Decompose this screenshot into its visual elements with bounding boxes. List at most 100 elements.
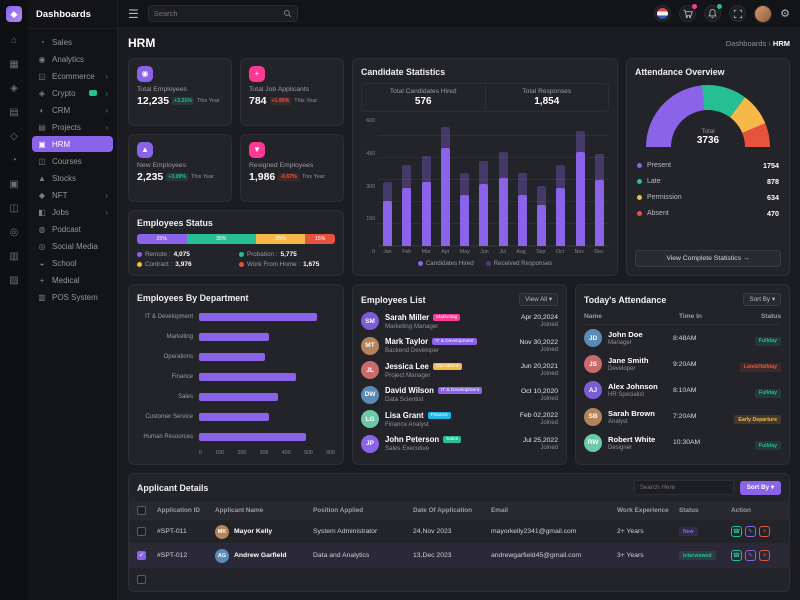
department-tag: IT & Development [437, 387, 483, 395]
call-icon[interactable]: ☎ [731, 550, 742, 561]
attendance-role: HR Specialist [608, 392, 645, 399]
sidebar-item-crypto[interactable]: ◈ Crypto › [32, 85, 113, 101]
sidebar-item-sales[interactable]: ◔ Sales [32, 34, 113, 50]
sidebar-item-label: POS System [52, 292, 98, 302]
sidebar-item-crm[interactable]: ◐ CRM › [32, 102, 113, 118]
legend-dot [637, 210, 642, 216]
search-icon [283, 10, 291, 18]
rail-icon-pages[interactable]: ▤ [9, 107, 19, 118]
avatar: SM [361, 312, 379, 331]
sidebar-item-nft[interactable]: ◆ NFT › [32, 187, 113, 203]
bell-icon[interactable] [704, 4, 723, 22]
legend-label: Probation : [247, 251, 278, 258]
row-checkbox[interactable]: ✓ [137, 527, 146, 536]
settings-gear-icon[interactable]: ⚙ [780, 8, 790, 20]
stat-card-period: This Year [191, 174, 214, 180]
candidate-statistics-card: Candidate Statistics Total Candidates Hi… [352, 58, 618, 276]
candidate-y-axis: 600 450 300 150 0 [366, 118, 375, 255]
applicant-email: mayorkelly2341@gmail.com [491, 528, 577, 535]
hamburger-menu-icon[interactable]: ☰ [128, 6, 139, 21]
edit-icon[interactable]: ✎ [745, 550, 756, 561]
sidebar: Dashboards ◔ Sales ◉ Analytics ◱ Ecommer… [28, 0, 118, 600]
rail-icon-forms[interactable]: ▥ [9, 251, 19, 262]
rail-icon-maps[interactable]: ◎ [9, 227, 19, 238]
sidebar-item-social-media[interactable]: ◎ Social Media [32, 238, 113, 254]
sidebar-item-analytics[interactable]: ◉ Analytics [32, 51, 113, 67]
rail-icon-layers[interactable]: ◇ [10, 131, 18, 142]
breadcrumb-dashboards[interactable]: Dashboards [725, 38, 767, 48]
avatar: LG [361, 410, 379, 429]
applicant-search-input[interactable] [633, 480, 734, 495]
employees-status-card: Employees Status 25% 35% 25% 15% Remote : 4… [128, 210, 344, 276]
employee-status: Joined [540, 322, 558, 329]
sidebar-item-label: Jobs [52, 207, 69, 217]
sidebar-item-label: Crypto [52, 88, 76, 98]
legend-label: Late [647, 177, 661, 185]
sidebar-menu: ◔ Sales ◉ Analytics ◱ Ecommerce › ◈ Cr [28, 29, 117, 310]
legend-label: Work From Home : [247, 261, 301, 268]
row-checkbox[interactable]: ✓ [137, 551, 146, 560]
sidebar-item-ecommerce[interactable]: ◱ Ecommerce › [32, 68, 113, 84]
search-input[interactable] [153, 9, 283, 18]
call-icon[interactable]: ☎ [731, 526, 742, 537]
view-complete-statistics-button[interactable]: View Complete Statistics → [635, 250, 781, 267]
todays-attendance-title: Today's Attendance [584, 294, 667, 305]
rail-icon-tables[interactable]: ▨ [9, 275, 19, 286]
sidebar-item-podcast[interactable]: ◍ Podcast [32, 221, 113, 237]
attendance-role: Designer [608, 444, 633, 451]
stat-card-icon: + [249, 66, 265, 82]
sidebar-item-courses[interactable]: ◫ Courses [32, 153, 113, 169]
global-search [147, 5, 298, 22]
rail-icon-components[interactable]: ◈ [10, 83, 18, 94]
applicant-sort-by-button[interactable]: Sort By ▾ [739, 480, 781, 495]
avatar: MT [361, 336, 379, 355]
rail-icon-widgets[interactable]: ◫ [9, 203, 19, 214]
attendance-legend-row: Late 878 [635, 173, 781, 189]
stat-card: ◉ Total Employees 12,235 +3.21% This Yea… [128, 58, 232, 126]
app-logo[interactable]: ◆ [6, 6, 22, 22]
language-flag-icon[interactable] [654, 5, 672, 22]
stat-card-value: 2,235 [137, 171, 164, 183]
legend-received-responses: Received Responses [485, 260, 552, 267]
chevron-right-icon: › [105, 105, 108, 115]
stat-card-label: Resigned Employees [249, 162, 314, 169]
sidebar-item-icon: ▥ [38, 292, 46, 302]
legend-value: 1,675 [303, 261, 320, 268]
fullscreen-icon[interactable] [729, 5, 747, 22]
sidebar-item-medical[interactable]: + Medical [32, 272, 113, 288]
application-id: #SPT-012 [157, 552, 188, 559]
attendance-status-badge: Fullday [754, 336, 781, 346]
select-all-checkbox[interactable] [137, 505, 146, 515]
bar-Feb [402, 118, 412, 246]
chevron-right-icon: › [105, 88, 108, 98]
sidebar-item-stocks[interactable]: ▲ Stocks [32, 170, 113, 186]
rail-icon-dashboards[interactable]: ▣ [9, 179, 19, 190]
sidebar-item-projects[interactable]: ▤ Projects › [32, 119, 113, 135]
chevron-right-icon: › [105, 207, 108, 217]
delete-icon[interactable]: × [759, 526, 770, 537]
attendance-legend: Present 1754 Late 878 Permission 634 [635, 157, 781, 221]
sort-by-button[interactable]: Sort By ▾ [743, 293, 781, 306]
stat-card-icon: ▲ [137, 142, 153, 158]
sidebar-item-school[interactable]: ◒ School [32, 255, 113, 271]
employee-name: Lisa Grant [385, 410, 424, 420]
rail-icon-charts[interactable]: ◔ [10, 155, 18, 166]
row-checkbox[interactable] [137, 575, 146, 584]
attendance-role: Developer [608, 366, 636, 373]
attendance-rows: JD John Doe Manager 8:48AM Fullday JS [584, 325, 781, 456]
user-avatar[interactable] [754, 4, 773, 23]
sidebar-item-hrm[interactable]: ▣ HRM [32, 136, 113, 152]
employee-name: Sarah Miller [385, 312, 430, 322]
legend-dot [239, 252, 244, 257]
edit-icon[interactable]: ✎ [745, 526, 756, 537]
rail-icon-apps[interactable]: ▦ [9, 59, 19, 70]
sidebar-item-pos-system[interactable]: ▥ POS System [32, 289, 113, 305]
cart-icon[interactable] [679, 4, 698, 22]
position-applied: System Administrator [313, 528, 378, 535]
view-all-button[interactable]: View All ▾ [519, 293, 558, 306]
stat-card-grid: ◉ Total Employees 12,235 +3.21% This Yea… [128, 58, 344, 202]
attendance-name: John Doe [608, 330, 643, 340]
delete-icon[interactable]: × [759, 550, 770, 561]
sidebar-item-jobs[interactable]: ◧ Jobs › [32, 204, 113, 220]
rail-icon-home[interactable]: ⌂ [10, 35, 18, 46]
